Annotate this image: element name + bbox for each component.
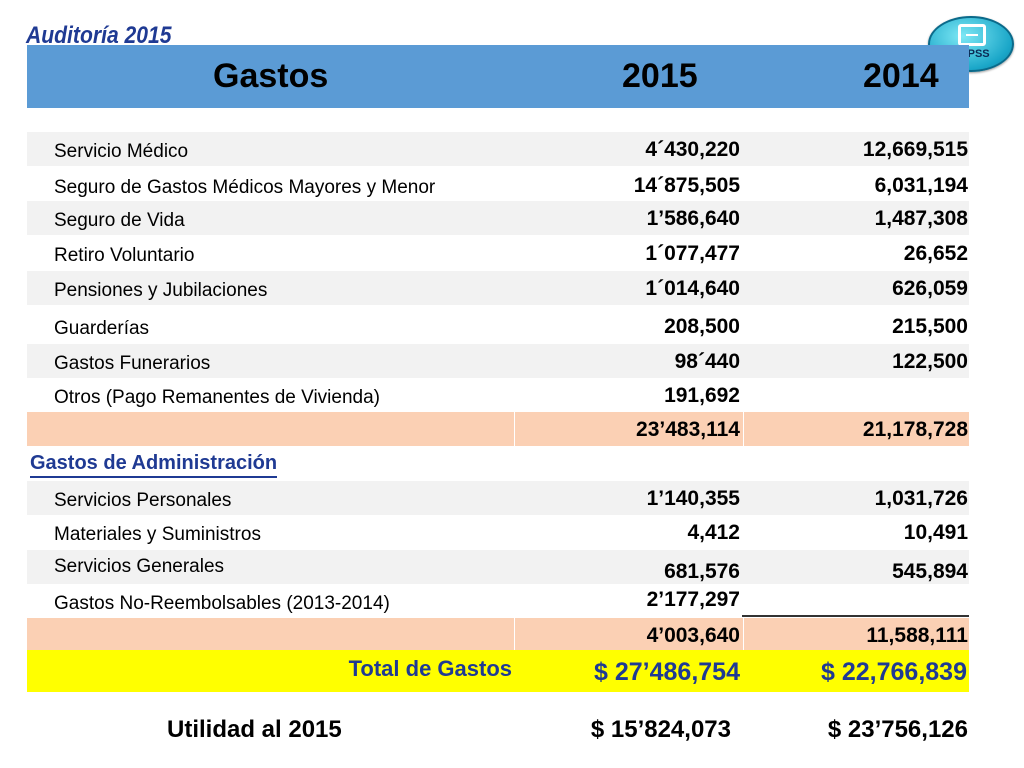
- table-row: Retiro Voluntario 1´077,477 26,652: [27, 236, 969, 270]
- table-row: Pensiones y Jubilaciones 1´014,640 626,0…: [27, 271, 969, 305]
- row-value-2014: 6,031,194: [874, 174, 968, 197]
- row-value-2015: 208,500: [664, 315, 740, 338]
- subtotal-2014: 21,178,728: [862, 418, 968, 441]
- utilidad-2015: $ 15’824,073: [590, 716, 731, 743]
- row-value-2015: 191,692: [664, 384, 740, 407]
- table-row: Materiales y Suministros 4,412 10,491: [27, 515, 969, 549]
- row-value-2015: 1´014,640: [645, 277, 740, 300]
- row-value-2014: 1,487,308: [874, 207, 968, 230]
- row-label: Seguro de Vida: [54, 210, 185, 231]
- subtotal-2015: 23’483,114: [636, 418, 740, 441]
- row-label: Retiro Voluntario: [54, 245, 195, 266]
- row-label: Servicios Personales: [54, 490, 232, 511]
- row-value-2015: 1´077,477: [645, 242, 740, 265]
- row-value-2014: 122,500: [892, 350, 968, 373]
- table-row: Otros (Pago Remanentes de Vivienda) 191,…: [27, 378, 969, 412]
- header-2015: 2015: [622, 57, 698, 95]
- row-label: Seguro de Gastos Médicos Mayores y Menor: [54, 177, 436, 198]
- row-value-2015: 681,576: [664, 560, 740, 583]
- total-2014: $ 22,766,839: [821, 658, 967, 686]
- row-value-2014: 626,059: [892, 277, 968, 300]
- row-label: Servicios Generales: [54, 556, 225, 577]
- slide-title: Auditoría 2015: [26, 22, 172, 49]
- row-value-2015: 1’586,640: [646, 207, 740, 230]
- total-row: Total de Gastos $ 27’486,754 $ 22,766,83…: [27, 650, 969, 692]
- header-2014: 2014: [863, 57, 939, 95]
- row-value-2015: 14´875,505: [633, 174, 740, 197]
- row-label: Gastos Funerarios: [54, 353, 211, 374]
- row-value-2015: 4´430,220: [645, 138, 740, 161]
- table-row: Seguro de Vida 1’586,640 1,487,308: [27, 201, 969, 235]
- table-row: Servicio Médico 4´430,220 12,669,515: [27, 132, 969, 166]
- row-label: Otros (Pago Remanentes de Vivienda): [54, 387, 380, 408]
- table-row: Seguro de Gastos Médicos Mayores y Menor…: [27, 168, 969, 202]
- row-label: Gastos No-Reembolsables (2013-2014): [54, 593, 390, 614]
- row-value-2015: 2’177,297: [646, 588, 740, 611]
- table-row: Guarderías 208,500 215,500: [27, 309, 969, 343]
- monitor-icon: [958, 24, 986, 46]
- header-gastos: Gastos: [213, 57, 329, 95]
- table-row: Servicios Generales 681,576 545,894: [27, 550, 969, 584]
- table-header: Gastos 2015 2014: [27, 45, 969, 108]
- row-value-2015: 98´440: [674, 350, 740, 373]
- total-2015: $ 27’486,754: [594, 658, 740, 686]
- section-title-admin: Gastos de Administración: [30, 452, 278, 478]
- row-value-2014: 1,031,726: [874, 487, 968, 510]
- row-value-2015: 4,412: [687, 521, 740, 544]
- row-value-2014: 545,894: [892, 560, 968, 583]
- row-value-2014: 26,652: [903, 242, 968, 265]
- row-value-2014: 215,500: [892, 315, 968, 338]
- table-row: Gastos Funerarios 98´440 122,500: [27, 344, 969, 378]
- gastos-subtotal-row: 23’483,114 21,178,728: [27, 412, 969, 446]
- total-label: Total de Gastos: [348, 656, 512, 681]
- subtotal-2014: 11,588,111: [866, 624, 968, 647]
- table-row: Gastos No-Reembolsables (2013-2014) 2’17…: [27, 584, 969, 618]
- divider: [742, 615, 969, 617]
- row-label: Servicio Médico: [54, 141, 189, 162]
- row-value-2015: 1’140,355: [646, 487, 740, 510]
- row-value-2014: 12,669,515: [862, 138, 968, 161]
- utilidad-label: Utilidad al 2015: [167, 716, 342, 743]
- subtotal-2015: 4’003,640: [646, 624, 740, 647]
- table-row: Servicios Personales 1’140,355 1,031,726: [27, 481, 969, 515]
- row-label: Guarderías: [54, 318, 150, 339]
- row-value-2014: 10,491: [903, 521, 968, 544]
- utilidad-2014: $ 23’756,126: [827, 716, 968, 743]
- row-label: Materiales y Suministros: [54, 524, 261, 545]
- row-label: Pensiones y Jubilaciones: [54, 280, 268, 301]
- admin-subtotal-row: 4’003,640 11,588,111: [27, 618, 969, 652]
